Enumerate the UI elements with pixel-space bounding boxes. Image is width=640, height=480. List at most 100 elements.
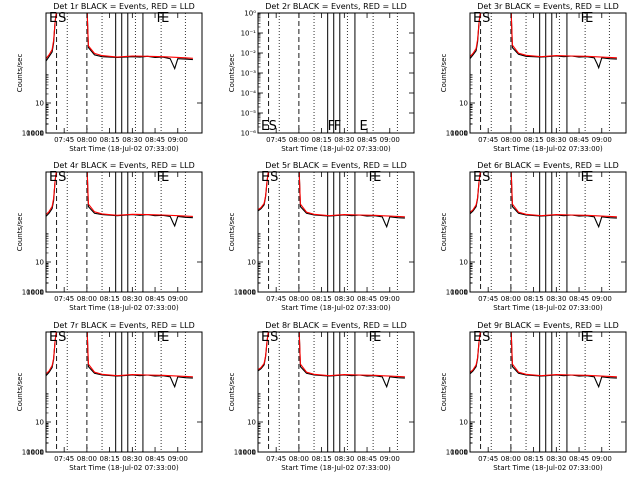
y-tick-label: 1000 — [238, 449, 256, 457]
y-tick-label: 10000 — [22, 449, 44, 457]
marker-label-s: S — [58, 11, 66, 26]
y-tick-label: 1 — [40, 130, 44, 138]
x-tick-label: 08:00 — [77, 295, 97, 303]
x-tick-label: 08:15 — [312, 136, 332, 144]
y-axis-label: Counts/sec — [16, 213, 24, 252]
x-tick-label: 08:45 — [357, 455, 377, 463]
y-tick-label: 1 — [252, 449, 256, 457]
plot-area — [470, 172, 617, 292]
y-tick-label: 1 — [464, 130, 468, 138]
marker-label-f: F — [157, 11, 164, 26]
marker-label-s: S — [482, 330, 490, 345]
marker-label-e: E — [161, 11, 169, 26]
x-tick-label: 08:00 — [77, 455, 97, 463]
panel-title: Det 5r BLACK = Events, RED = LLD — [265, 161, 407, 170]
marker-label-f: F — [581, 11, 588, 26]
marker-label-e: E — [261, 330, 269, 345]
marker-label-e: E — [373, 170, 381, 185]
y-tick-label: 10000 — [22, 130, 44, 138]
y-tick-label: 10 — [247, 419, 256, 427]
y-tick-label: 100 — [243, 449, 256, 457]
series-events-line — [46, 332, 193, 389]
x-tick-label: 08:45 — [569, 295, 589, 303]
y-axis-label: Counts/sec — [228, 54, 236, 93]
y-tick-label: 10 — [35, 100, 44, 108]
y-tick-label: 1000 — [26, 289, 44, 297]
marker-label-e: E — [473, 330, 481, 345]
y-tick-label: 10⁻⁶ — [241, 130, 257, 138]
x-tick-label: 07:45 — [266, 455, 286, 463]
plot-area — [470, 13, 617, 133]
y-tick-label: 10000 — [446, 289, 468, 297]
panel-title: Det 1r BLACK = Events, RED = LLD — [53, 2, 195, 11]
plot-frame — [45, 12, 203, 134]
y-tick-label: 100 — [455, 449, 468, 457]
marker-label-e: E — [473, 11, 481, 26]
marker-label-f: F — [157, 330, 164, 345]
x-tick-label: 08:30 — [122, 455, 142, 463]
x-axis-label: Start Time (18-Jul-02 07:33:00) — [493, 145, 603, 153]
x-tick-label: 08:30 — [122, 136, 142, 144]
y-axis-label: Counts/sec — [440, 373, 448, 412]
x-tick-label: 07:45 — [54, 136, 74, 144]
marker-label-f: F — [334, 119, 341, 134]
x-tick-label: 07:45 — [478, 455, 498, 463]
y-tick-label: 1000 — [26, 130, 44, 138]
x-tick-label: 09:00 — [592, 295, 612, 303]
x-tick-label: 08:15 — [524, 455, 544, 463]
marker-label-e: E — [473, 170, 481, 185]
x-tick-label: 07:45 — [478, 295, 498, 303]
x-tick-label: 08:45 — [357, 136, 377, 144]
x-tick-label: 09:00 — [168, 136, 188, 144]
plot-area — [258, 332, 405, 452]
marker-label-e: E — [49, 170, 57, 185]
y-tick-label: 10⁻¹ — [241, 30, 257, 38]
marker-label-e: E — [161, 170, 169, 185]
y-tick-label: 1 — [40, 289, 44, 297]
marker-label-e: E — [585, 11, 593, 26]
marker-label-e: E — [585, 170, 593, 185]
y-tick-label: 1 — [252, 289, 256, 297]
x-tick-label: 07:45 — [54, 295, 74, 303]
plot-area — [46, 332, 193, 452]
y-tick-label: 10000 — [446, 449, 468, 457]
x-tick-label: 08:00 — [289, 136, 309, 144]
marker-label-s: S — [269, 119, 277, 134]
marker-label-f: F — [369, 170, 376, 185]
plot-frame — [469, 171, 627, 293]
marker-label-s: S — [482, 11, 490, 26]
y-tick-label: 1000 — [450, 449, 468, 457]
plot-area — [46, 172, 193, 292]
marker-label-e: E — [49, 11, 57, 26]
x-axis-label: Start Time (18-Jul-02 07:33:00) — [281, 304, 391, 312]
x-tick-label: 08:00 — [501, 295, 521, 303]
marker-label-f: F — [369, 330, 376, 345]
y-tick-label: 100 — [31, 289, 44, 297]
x-tick-label: 09:00 — [380, 136, 400, 144]
x-tick-label: 08:15 — [312, 455, 332, 463]
y-tick-label: 10 — [459, 100, 468, 108]
y-axis-label: Counts/sec — [440, 54, 448, 93]
x-tick-label: 07:45 — [266, 136, 286, 144]
panel-title: Det 9r BLACK = Events, RED = LLD — [477, 321, 619, 330]
panel-title: Det 6r BLACK = Events, RED = LLD — [477, 161, 619, 170]
series-events-line — [46, 13, 193, 71]
panel-title: Det 8r BLACK = Events, RED = LLD — [265, 321, 407, 330]
y-tick-label: 10000 — [22, 289, 44, 297]
x-axis-label: Start Time (18-Jul-02 07:33:00) — [493, 464, 603, 472]
x-tick-label: 09:00 — [168, 455, 188, 463]
series-lld-line — [470, 13, 617, 59]
y-tick-label: 1000 — [450, 289, 468, 297]
y-tick-label: 100 — [31, 130, 44, 138]
y-axis-label: Counts/sec — [16, 54, 24, 93]
marker-label-e: E — [585, 330, 593, 345]
series-events-line — [470, 332, 617, 389]
y-tick-label: 1 — [464, 449, 468, 457]
